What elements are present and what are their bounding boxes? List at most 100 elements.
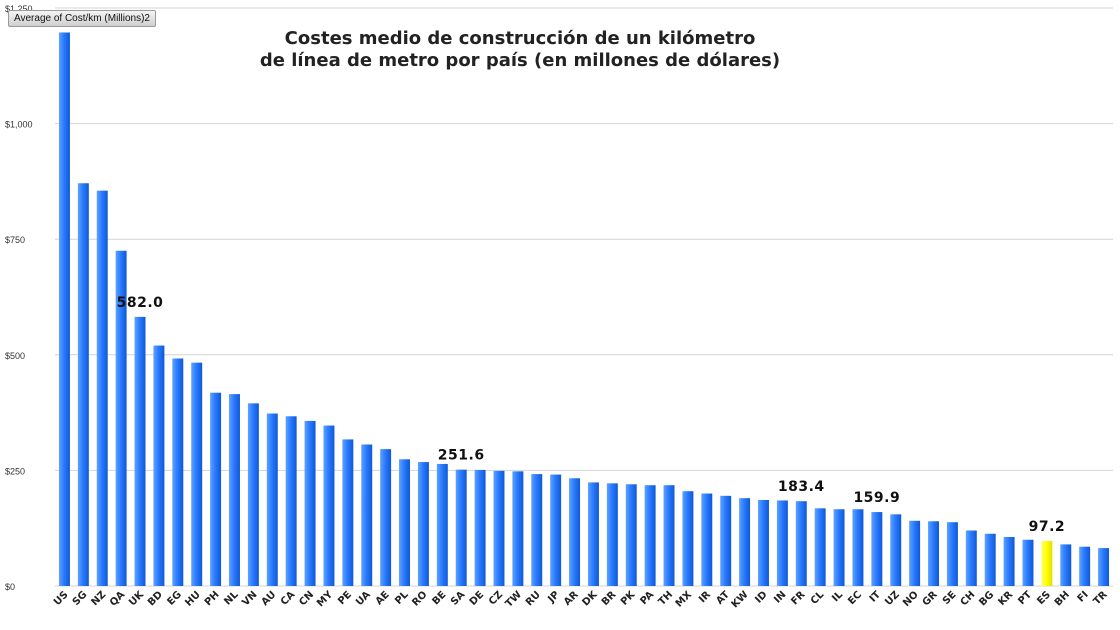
bar-ch <box>965 530 977 586</box>
y-tick-label: $0 <box>5 582 15 592</box>
x-tick-label: IN <box>772 589 788 605</box>
bar-au <box>266 413 278 586</box>
x-tick-label: DE <box>468 589 487 608</box>
y-tick-label: $250 <box>5 466 25 476</box>
bar-ro <box>417 462 429 586</box>
bar-sg <box>77 183 89 586</box>
bar-de <box>474 469 486 586</box>
x-tick-label: UK <box>127 588 147 608</box>
data-label: 251.6 <box>438 448 485 464</box>
bar-at <box>720 495 732 586</box>
x-tick-label: VN <box>240 589 259 608</box>
bar-dk <box>587 482 599 586</box>
x-tick-label: BD <box>146 589 165 608</box>
data-labels: 582.0 251.6 183.4 159.9 97.2 <box>117 295 1066 535</box>
bar-tr <box>1098 548 1110 586</box>
bar-ph <box>210 392 222 586</box>
bar-ae <box>380 449 392 586</box>
x-tick-label: SE <box>941 589 959 607</box>
bar-sa <box>455 469 467 586</box>
bar-in <box>776 500 788 586</box>
x-tick-label: CN <box>297 589 316 608</box>
bar-br <box>606 483 618 586</box>
x-tick-label: AE <box>374 589 392 607</box>
data-label: 159.9 <box>853 490 900 506</box>
bar-cl <box>814 508 826 586</box>
x-tick-label: BE <box>430 589 448 607</box>
x-tick-label: IR <box>697 589 713 605</box>
bar-il <box>833 509 845 586</box>
x-tick-label: CA <box>279 589 298 608</box>
bar-qa <box>115 250 127 586</box>
bar-th <box>663 485 675 586</box>
bar-pk <box>625 484 637 586</box>
x-tick-label: DK <box>580 588 600 608</box>
x-tick-label: PE <box>336 589 354 607</box>
data-label: 97.2 <box>1029 519 1066 535</box>
bar-ua <box>361 444 373 586</box>
bar-id <box>758 499 769 586</box>
bar-pa <box>644 485 656 586</box>
bar-nl <box>229 394 240 586</box>
bar-ec <box>852 509 864 586</box>
bar-uz <box>890 514 902 586</box>
bar-jp <box>550 474 562 586</box>
x-tick-label: KW <box>730 589 751 610</box>
x-tick-label: KR <box>997 589 1016 608</box>
bar-ca <box>285 416 297 586</box>
bar-ir <box>701 493 713 586</box>
x-tick-label: NZ <box>90 589 109 608</box>
x-tick-label: AR <box>562 589 581 608</box>
x-tick-label: BG <box>977 589 996 608</box>
x-tick-label: PT <box>1016 589 1034 607</box>
x-tick-label: ID <box>753 589 769 605</box>
bar-vn <box>247 403 259 586</box>
bar-pl <box>399 459 410 586</box>
x-tick-label: EG <box>166 589 184 607</box>
x-tick-label: BR <box>600 589 619 608</box>
bar-se <box>946 522 958 586</box>
x-tick-label: RU <box>524 589 543 608</box>
x-tick-label: TW <box>504 589 524 609</box>
x-tick-label: GR <box>921 589 940 608</box>
x-tick-label: CH <box>959 589 978 608</box>
x-tick-label: NL <box>222 589 241 608</box>
y-tick-label: $500 <box>5 351 25 361</box>
x-tick-label: PH <box>203 589 222 608</box>
bar-no <box>909 520 921 586</box>
x-tick-label: MX <box>674 589 694 609</box>
field-button[interactable]: Average of Cost/km (Millions)2 <box>8 10 156 27</box>
x-tick-label: RO <box>410 589 429 608</box>
x-tick-label: AU <box>260 589 279 608</box>
bar-be <box>436 463 448 586</box>
bar-fi <box>1079 546 1091 586</box>
data-label: 183.4 <box>778 479 825 495</box>
x-tick-label: SG <box>71 589 90 608</box>
bar-pe <box>342 439 354 586</box>
x-tick-label: FI <box>1076 589 1091 604</box>
x-tick-label: NO <box>901 589 921 609</box>
bar-bg <box>984 533 996 586</box>
x-tick-label: US <box>52 589 71 608</box>
bar-eg <box>172 358 184 586</box>
y-axis-ticks: $0 $250 $500 $750 $1,000 $1,250 <box>5 4 33 592</box>
bar-hu <box>191 362 203 586</box>
x-tick-label: TH <box>657 589 676 608</box>
bar-ar <box>569 478 581 586</box>
bar-it <box>871 512 883 586</box>
chart-title-line1: Costes medio de construcción de un kilóm… <box>284 28 756 49</box>
bar-bh <box>1060 544 1072 586</box>
x-tick-label: PL <box>393 589 411 607</box>
x-tick-label: CZ <box>487 589 505 607</box>
bar-fr <box>795 501 807 586</box>
x-tick-label: IL <box>830 589 845 604</box>
y-tick-label: $1,250 <box>5 4 33 14</box>
x-tick-label: UZ <box>883 589 902 608</box>
bar-kr <box>1003 536 1015 586</box>
bar-tw <box>512 471 524 586</box>
bar-uk <box>134 316 146 586</box>
x-tick-label: AT <box>714 589 732 607</box>
bar-gr <box>928 521 939 586</box>
